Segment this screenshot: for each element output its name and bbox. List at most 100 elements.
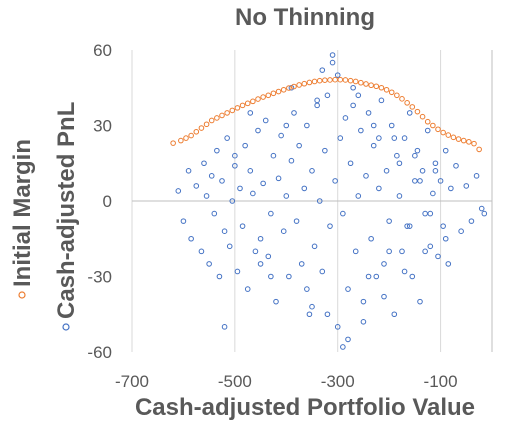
data-point [283, 122, 290, 129]
x-tick-label: -100 [424, 372, 458, 391]
legend-initial-margin: Initial Margin [9, 139, 36, 299]
data-point [471, 140, 477, 147]
data-point [175, 188, 182, 194]
x-axis-title: Cash-adjusted Portfolio Value [134, 394, 476, 421]
data-point [188, 132, 194, 139]
data-point [247, 168, 254, 174]
data-point [286, 85, 292, 91]
data-point [257, 261, 264, 267]
data-point [442, 147, 449, 154]
data-point [414, 147, 421, 154]
data-point [306, 79, 313, 86]
data-point [193, 183, 200, 189]
data-point [319, 268, 326, 275]
data-point [242, 142, 248, 149]
data-point [376, 135, 382, 141]
data-point [270, 152, 277, 159]
data-point [301, 80, 308, 87]
y-axis-title: Initial Margin [9, 139, 36, 287]
data-point [314, 102, 320, 109]
data-point [198, 125, 205, 131]
data-point [355, 92, 362, 99]
chart-title: No Thinning [235, 4, 375, 31]
data-point [414, 108, 421, 115]
data-point [280, 86, 287, 93]
data-point [363, 81, 369, 87]
data-point [183, 135, 189, 141]
data-point [306, 311, 313, 318]
data-point [309, 168, 315, 174]
data-point [337, 135, 344, 141]
data-point [327, 77, 333, 83]
data-point [219, 112, 225, 119]
data-point [476, 146, 482, 153]
data-point [224, 135, 230, 141]
data-point [278, 132, 284, 139]
data-point [386, 218, 392, 224]
data-point [237, 185, 243, 192]
data-point [386, 248, 392, 255]
axes [132, 50, 493, 352]
data-point [355, 193, 362, 199]
x-tick-label: -500 [218, 372, 252, 391]
data-point [442, 235, 449, 242]
data-point [337, 76, 344, 83]
data-point [347, 160, 354, 167]
data-point [419, 113, 426, 120]
data-point [396, 160, 403, 167]
data-point [260, 180, 266, 187]
data-point [378, 84, 385, 91]
data-point [381, 261, 387, 267]
data-point [332, 76, 338, 83]
data-point [435, 126, 441, 133]
data-point [329, 52, 336, 58]
data-point [468, 218, 475, 224]
data-point [224, 110, 230, 116]
data-point [221, 324, 228, 330]
data-point [180, 218, 187, 224]
data-point [286, 273, 292, 280]
data-point [250, 98, 256, 105]
data-point [293, 218, 300, 224]
data-point [352, 78, 359, 85]
data-point [342, 115, 349, 121]
data-point [316, 77, 323, 84]
data-point [193, 128, 200, 135]
data-point [378, 97, 385, 104]
data-point [383, 168, 390, 174]
data-point [427, 210, 434, 217]
y-tick-label: 30 [93, 117, 112, 136]
data-point [437, 178, 444, 184]
legend: Initial Margin Cash-adjusted PnL [9, 102, 80, 331]
data-point [234, 105, 241, 111]
data-point [340, 210, 346, 217]
data-point [358, 79, 364, 86]
x-tick-label: -700 [115, 372, 149, 391]
data-point [311, 243, 318, 250]
data-point [185, 168, 192, 174]
data-point [275, 88, 282, 95]
legend-marker [62, 323, 70, 331]
data-point [239, 102, 246, 109]
data-point [347, 77, 354, 84]
data-point [383, 86, 390, 93]
data-point [203, 121, 210, 128]
data-point [406, 223, 413, 229]
data-point [417, 178, 423, 184]
data-point [170, 140, 176, 146]
data-point [365, 110, 372, 116]
data-point [417, 298, 423, 305]
data-point [368, 235, 374, 242]
data-point [430, 190, 436, 197]
data-point [298, 261, 305, 267]
data-point [363, 173, 369, 179]
data-point [342, 77, 349, 83]
data-point [229, 107, 236, 114]
data-point [394, 92, 400, 99]
data-point [304, 286, 310, 292]
data-point [455, 136, 462, 142]
data-point [324, 92, 331, 99]
data-point [440, 223, 446, 229]
